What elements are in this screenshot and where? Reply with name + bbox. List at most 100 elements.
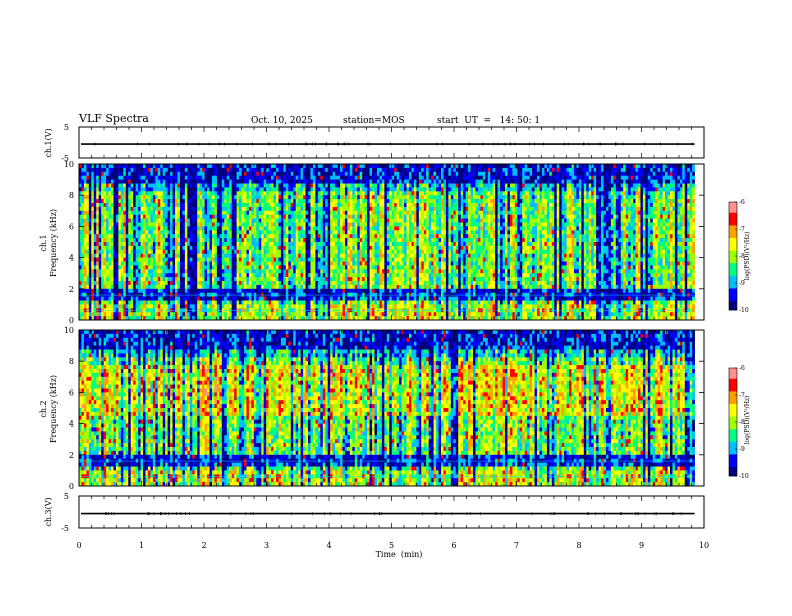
ch1-spectrogram-cell [328,250,331,254]
ch1-spectrogram-cell [195,277,198,281]
ch1-spectrogram-cell [249,180,252,184]
ch1-spectrogram-cell [323,254,326,258]
ch1-spectrogram-cell [187,219,190,223]
ch1-spectrogram-cell [153,207,156,211]
ch1-spectrogram-cell [357,226,360,230]
ch1-spectrogram-cell [328,238,331,242]
ch1-spectrogram-cell [288,254,291,258]
ch1-spectrogram-cell [342,180,345,184]
ch1-spectrogram-cell [288,285,291,289]
ch1-spectrogram-cell [104,285,107,289]
ch1-spectrogram-cell [182,230,185,234]
ch1-spectrogram-cell [214,269,217,273]
ch1-spectrogram-cell [269,301,272,305]
ch1-spectrogram-cell [155,297,158,301]
ch1-spectrogram-cell [274,262,277,266]
ch1-spectrogram-cell [333,195,336,199]
ch1-spectrogram-cell [128,297,131,301]
ch1-spectrogram-cell [288,269,291,273]
ch1-spectrogram-cell [239,262,242,266]
ch1-spectrogram-cell [298,191,301,195]
ch1-spectrogram-cell [229,304,232,308]
ch1-spectrogram-cell [89,168,92,172]
ch1-spectrogram-cell [352,195,355,199]
ch1-spectrogram-cell [335,195,338,199]
ch1-spectrogram-cell [173,246,176,250]
ch1-spectrogram-cell [148,262,151,266]
ch1-spectrogram-cell [266,234,269,238]
ch1-spectrogram-cell [143,289,146,293]
ch1-spectrogram-cell [271,223,274,227]
ch1-spectrogram-cell [81,199,84,203]
ch1-spectrogram-cell [175,297,178,301]
ch1-spectrogram-cell [121,250,124,254]
ch1-spectrogram-cell [182,223,185,227]
ch1-spectrogram-cell [175,289,178,293]
ch1-spectrogram-cell [153,304,156,308]
ch1-spectrogram-cell [347,246,350,250]
ch1-spectrogram-cell [210,176,213,180]
ch1-spectrogram-cell [227,289,230,293]
ch1-spectrogram-cell [328,304,331,308]
ch1-spectrogram-cell [217,281,220,285]
ch1-spectrogram-cell [175,172,178,176]
ch1-spectrogram-cell [182,242,185,246]
ch1-spectrogram-cell [350,246,353,250]
ch1-spectrogram-cell [340,273,343,277]
ch1-spectrogram-cell [251,273,254,277]
ch1-spectrogram-cell [168,269,171,273]
ch1-spectrogram-cell [232,242,235,246]
ch1-spectrogram-cell [160,230,163,234]
ch1-spectrogram-cell [318,242,321,246]
ch1-spectrogram-cell [239,230,242,234]
ch1-spectrogram-cell [335,312,338,316]
ch1-spectrogram-cell [362,242,365,246]
ch1-spectrogram-cell [143,230,146,234]
ch1-spectrogram-cell [301,180,304,184]
ch1-spectrogram-cell [372,195,375,199]
ch1-spectrogram-cell [96,168,99,172]
ch1-spectrogram-cell [153,312,156,316]
ch1-spectrogram-cell [96,219,99,223]
ch1-spectrogram-cell [342,195,345,199]
ch1-spectrogram-cell [81,304,84,308]
ch1-spectrogram-cell [357,304,360,308]
ch1-spectrogram-cell [276,273,279,277]
ch1-spectrogram-cell [333,301,336,305]
ch1-spectrogram-cell [121,254,124,258]
ch1-spectrogram-cell [308,230,311,234]
ch1-spectrogram-cell [318,269,321,273]
ch1-spectrogram-cell [94,164,97,168]
ch1-spectrogram-cell [141,234,144,238]
ch1-spectrogram-cell [352,219,355,223]
ch1-spectrogram-cell [234,219,237,223]
ch1-spectrogram-cell [210,207,213,211]
ch1-spectrogram-cell [155,223,158,227]
ch1-spectrogram-cell [232,230,235,234]
ch1-spectrogram-cell [259,199,262,203]
ch1-spectrogram-cell [246,176,249,180]
ch1-spectrogram-cell [281,297,284,301]
ch1-spectrogram-cell [345,187,348,191]
ch1-spectrogram-cell [118,312,121,316]
ch1-spectrogram-cell [256,254,259,258]
ch1-spectrogram-cell [190,180,193,184]
ch1-spectrogram-cell [239,254,242,258]
ch1-spectrogram-cell [278,242,281,246]
ch1-spectrogram-cell [190,203,193,207]
ch1-spectrogram-cell [333,269,336,273]
ch1-spectrogram-cell [251,219,254,223]
ch1-spectrogram-cell [150,285,153,289]
ch1-spectrogram-cell [205,180,208,184]
ch1-spectrogram-cell [195,301,198,305]
ch1-spectrogram-cell [239,265,242,269]
ch1-spectrogram-cell [291,269,294,273]
ch1-spectrogram-cell [367,203,370,207]
ch1-spectrogram-cell [131,269,134,273]
ch1-spectrogram-cell [246,195,249,199]
ch1-spectrogram-cell [372,304,375,308]
ch1-spectrogram-cell [328,289,331,293]
ch1-spectrogram-cell [345,269,348,273]
ch1-spectrogram-cell [303,176,306,180]
ch1-spectrogram-cell [261,207,264,211]
